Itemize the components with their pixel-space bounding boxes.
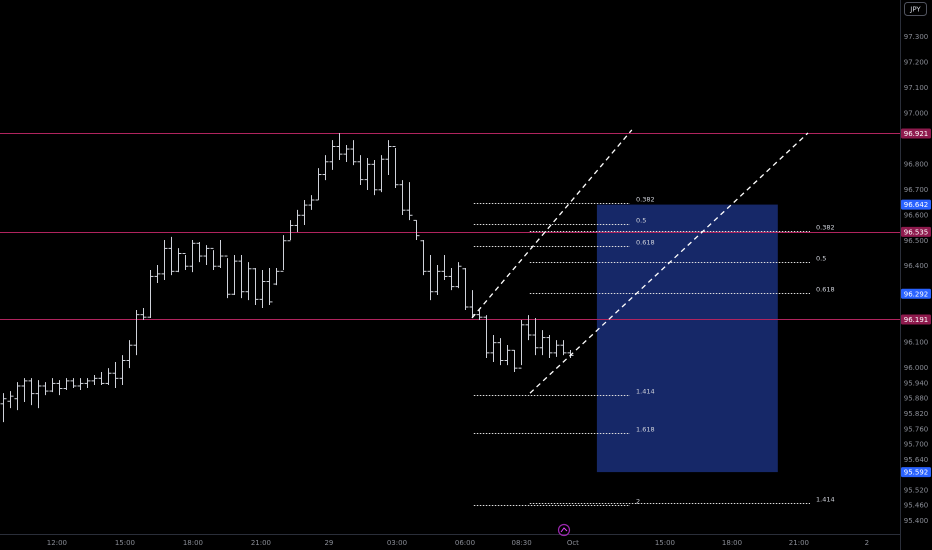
x-tick-label: 03:00 [387, 539, 407, 547]
y-tick-label: 96.400 [904, 262, 929, 270]
price-tag [901, 226, 931, 237]
fib-level-label: 0.382 [816, 224, 835, 232]
y-tick-label: 97.100 [904, 84, 929, 92]
x-tick-label: 2 [865, 539, 869, 547]
fib-level-label: 0.618 [816, 286, 835, 294]
currency-button[interactable] [904, 2, 927, 16]
y-tick-label: 95.520 [904, 486, 929, 494]
price-tag-label: 96.191 [904, 316, 929, 324]
box-tag-label: 95.592 [904, 469, 929, 477]
x-tick-label: 18:00 [183, 539, 203, 547]
y-tick-label: 95.460 [904, 502, 929, 510]
trend-line [529, 132, 809, 394]
x-tick-label: 21:00 [251, 539, 271, 547]
price-tag-label: 96.535 [904, 228, 929, 236]
fib-level-label: 1.618 [636, 426, 655, 434]
x-tick-label: 06:00 [455, 539, 475, 547]
price-tag-label: 96.921 [904, 130, 929, 138]
logo-icon [557, 523, 571, 537]
y-tick-label: 96.000 [904, 364, 929, 372]
price-tag [901, 128, 931, 139]
y-tick-label: 97.300 [904, 33, 929, 41]
x-tick-label: 15:00 [655, 539, 675, 547]
y-tick-label: 95.400 [904, 517, 929, 525]
y-tick-label: 95.820 [904, 410, 929, 418]
y-tick-label: 96.700 [904, 186, 929, 194]
fib-level-label: 0.5 [636, 217, 646, 225]
x-tick-label: 15:00 [115, 539, 135, 547]
y-tick-label: 95.940 [904, 379, 929, 387]
y-tick-label: 96.100 [904, 339, 929, 347]
fib-level-label: 1.414 [816, 496, 835, 504]
y-tick-label: 95.880 [904, 395, 929, 403]
y-tick-label: 96.800 [904, 160, 929, 168]
box-tag [901, 199, 931, 210]
y-tick-label: 95.760 [904, 425, 929, 433]
price-tag [901, 288, 931, 299]
y-tick-label: 96.500 [904, 237, 929, 245]
target-box [596, 204, 778, 473]
fib-level-label: 2 [636, 498, 640, 506]
y-tick-label: 95.640 [904, 456, 929, 464]
fib-level-label: 0.382 [636, 196, 655, 204]
currency-label[interactable]: JPY [909, 6, 921, 14]
y-tick-label: 95.700 [904, 441, 929, 449]
y-tick-label: 97.200 [904, 58, 929, 66]
x-tick-label: 29 [324, 539, 333, 547]
price-tag-label: 96.292 [904, 290, 929, 298]
fib-level-label: 0.5 [816, 255, 826, 263]
x-tick-label: 18:00 [722, 539, 742, 547]
box-tag-label: 96.642 [904, 201, 929, 209]
price-tag [901, 314, 931, 325]
x-tick-label: 21:00 [789, 539, 809, 547]
y-tick-label: 97.000 [904, 109, 929, 117]
box-tag [901, 467, 931, 478]
x-tick-label: 08:30 [512, 539, 532, 547]
y-tick-label: 96.600 [904, 211, 929, 219]
x-tick-label: Oct [567, 539, 579, 547]
fib-level-label: 0.618 [636, 239, 655, 247]
x-tick-label: 12:00 [47, 539, 67, 547]
fib-level-label: 1.414 [636, 388, 655, 396]
